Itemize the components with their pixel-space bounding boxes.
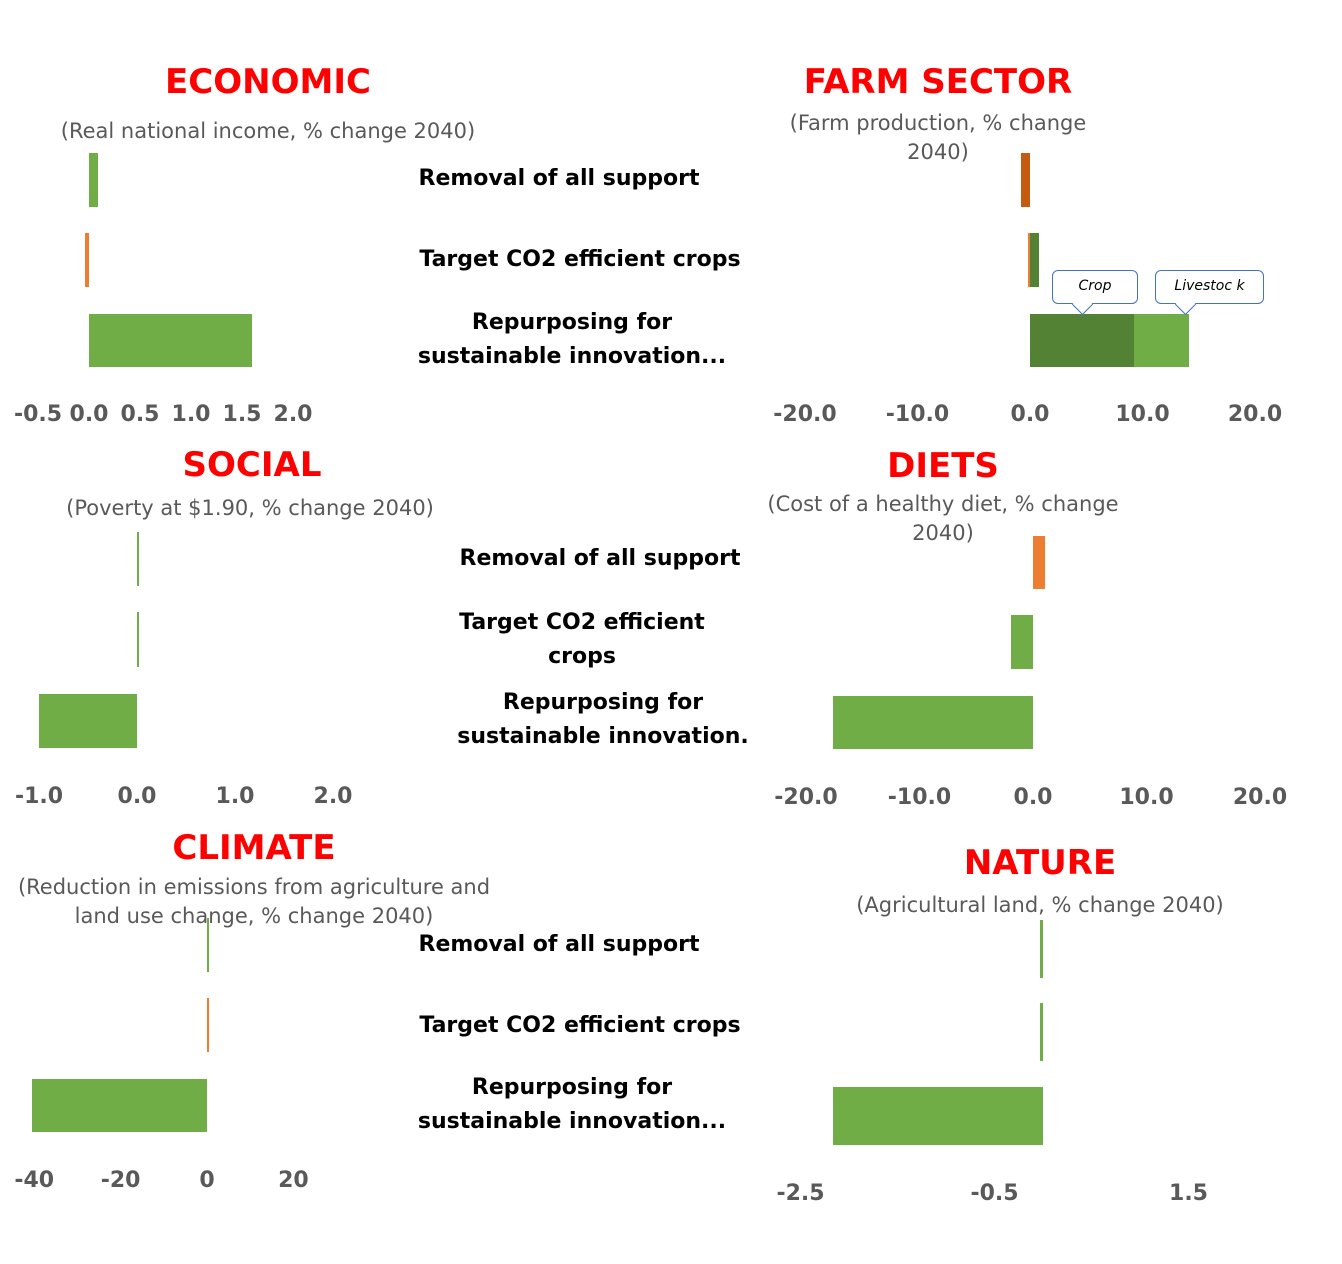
- economic-category-label: Target CO2 efficient crops: [419, 247, 741, 272]
- climate-category-label: Removal of all support: [418, 932, 700, 957]
- callout-livestock: Livestoc k: [1155, 270, 1264, 316]
- bar-crop-2: [1030, 314, 1134, 367]
- callout-text: Crop: [1078, 278, 1112, 294]
- diets-tick-label: 20.0: [1232, 785, 1288, 810]
- callout-text: Livestoc k: [1174, 278, 1245, 294]
- farm-sector-tick-label: 10.0: [1115, 402, 1170, 427]
- nature-title: NATURE: [963, 843, 1117, 883]
- nature-bar-1: [1040, 1003, 1043, 1061]
- diets-title: DIETS: [887, 446, 999, 486]
- callout-crop: Crop: [1052, 270, 1138, 316]
- social-tick-label: 1.0: [215, 784, 255, 809]
- economic-category-label: Repurposing for sustainable innovation..…: [417, 310, 727, 369]
- nature-tick-label: 1.5: [1169, 1181, 1208, 1206]
- climate-category-label: Repurposing for sustainable innovation..…: [417, 1075, 727, 1134]
- economic-tick-label: 1.5: [222, 402, 262, 427]
- diets-bar-1: [1011, 615, 1033, 669]
- social-category-label: Removal of all support: [459, 546, 741, 571]
- economic-bar-2: [89, 314, 253, 367]
- climate-category-label: Target CO2 efficient crops: [419, 1013, 741, 1038]
- economic-tick-label: 2.0: [273, 402, 313, 427]
- bar-livestock-2: [1133, 314, 1189, 367]
- climate-tick-label: 0: [199, 1168, 215, 1193]
- climate-tick-label: -20: [100, 1168, 141, 1193]
- nature-tick-label: -0.5: [970, 1181, 1019, 1206]
- economic-category-label: Removal of all support: [418, 166, 700, 191]
- economic-tick-label: -0.5: [13, 402, 63, 427]
- diets-subtitle: (Cost of a healthy diet, % change 2040): [767, 492, 1119, 545]
- farm-sector-tick-label: -10.0: [885, 402, 950, 427]
- bar-crop-0: [1021, 153, 1030, 207]
- economic-title: ECONOMIC: [165, 62, 371, 102]
- diets-bar-0: [1033, 536, 1046, 589]
- diets-tick-label: -20.0: [774, 785, 838, 810]
- bar-crop-1: [1030, 233, 1039, 287]
- social-bar-0: [137, 532, 139, 586]
- diets-tick-label: 10.0: [1119, 785, 1174, 810]
- social-tick-label: -1.0: [14, 784, 64, 809]
- nature-bar-0: [1040, 920, 1043, 978]
- economic-bar-0: [89, 153, 99, 207]
- climate-bar-1: [207, 998, 209, 1052]
- bar-livestock-1: [1027, 233, 1030, 287]
- farm-sector-tick-label: 0.0: [1010, 402, 1050, 427]
- climate-tick-label: 20: [278, 1168, 309, 1193]
- diets-bar-2: [833, 696, 1033, 749]
- farm-sector-title: FARM SECTOR: [803, 62, 1073, 102]
- callout-pointer: [1174, 293, 1197, 316]
- economic-tick-label: 0.5: [120, 402, 160, 427]
- social-tick-label: 2.0: [313, 784, 353, 809]
- diets-tick-label: -10.0: [887, 785, 952, 810]
- economic-subtitle: (Real national income, % change 2040): [60, 119, 476, 143]
- callout-pointer: [1071, 293, 1094, 316]
- social-category-label: Repurposing for sustainable innovation.: [457, 690, 749, 749]
- farm-sector-tick-label: -20.0: [773, 402, 837, 427]
- social-bar-2: [39, 694, 137, 748]
- nature-subtitle: (Agricultural land, % change 2040): [856, 893, 1224, 917]
- economic-tick-label: 1.0: [171, 402, 211, 427]
- climate-title: CLIMATE: [172, 828, 336, 868]
- climate-subtitle: (Reduction in emissions from agriculture…: [17, 875, 491, 928]
- economic-bar-1: [84, 233, 89, 287]
- farm-sector-subtitle: (Farm production, % change 2040): [789, 111, 1087, 164]
- social-subtitle: (Poverty at $1.90, % change 2040): [66, 496, 434, 520]
- diets-tick-label: 0.0: [1013, 785, 1053, 810]
- farm-sector-tick-label: 20.0: [1227, 402, 1283, 427]
- social-title: SOCIAL: [182, 445, 322, 485]
- climate-bar-2: [32, 1079, 207, 1132]
- social-bar-1: [137, 612, 139, 667]
- economic-tick-label: 0.0: [69, 402, 109, 427]
- climate-bar-0: [207, 918, 209, 972]
- social-category-label: Target CO2 efficient crops: [459, 610, 705, 669]
- climate-tick-label: -40: [14, 1168, 55, 1193]
- social-tick-label: 0.0: [117, 784, 157, 809]
- nature-bar-2: [832, 1087, 1043, 1145]
- nature-tick-label: -2.5: [776, 1181, 825, 1206]
